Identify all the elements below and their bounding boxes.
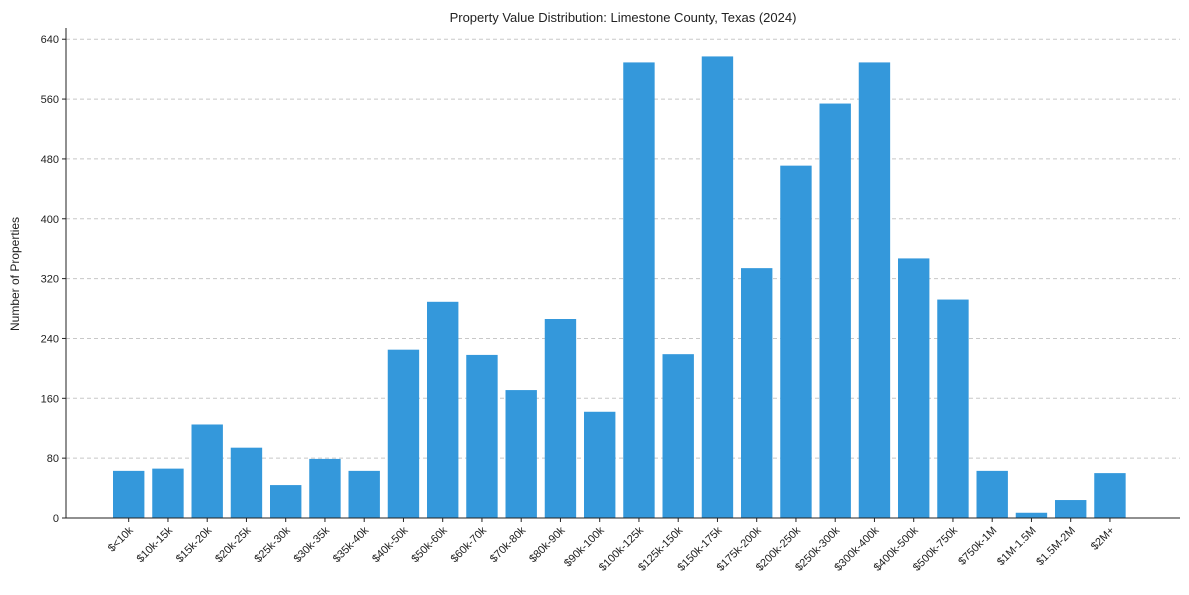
bar bbox=[701, 56, 734, 518]
x-tick-label: $50k-60k bbox=[409, 524, 450, 565]
y-tick-label: 320 bbox=[41, 274, 59, 286]
x-tick-label: $20k-25k bbox=[213, 524, 254, 565]
y-tick-label: 400 bbox=[41, 214, 59, 226]
bar bbox=[387, 349, 420, 518]
x-ticks: $<10k$10k-15k$15k-20k$20k-25k$25k-30k$30… bbox=[106, 518, 1117, 574]
bar bbox=[1015, 512, 1048, 518]
y-tick-label: 480 bbox=[41, 154, 59, 166]
x-tick-label: $15k-20k bbox=[174, 524, 215, 565]
y-ticks: 0 80 160 240 320 400 480 560 640 bbox=[41, 34, 66, 525]
x-tick-label: $80k-90k bbox=[527, 524, 568, 565]
bar bbox=[427, 301, 459, 518]
bar bbox=[584, 411, 616, 518]
x-tick-label: $10k-15k bbox=[135, 524, 176, 565]
x-tick-label: $1M-1.5M bbox=[995, 525, 1039, 569]
chart-title: Property Value Distribution: Limestone C… bbox=[450, 10, 797, 25]
x-tick-label: $70k-80k bbox=[488, 524, 529, 565]
bar bbox=[191, 424, 223, 518]
bar bbox=[623, 62, 655, 519]
bar bbox=[1055, 500, 1087, 518]
x-tick-label: $750k-1M bbox=[956, 525, 999, 568]
bar bbox=[937, 299, 969, 518]
bar bbox=[466, 354, 498, 518]
bar bbox=[152, 468, 184, 518]
bar bbox=[741, 268, 773, 518]
x-tick-label: $60k-70k bbox=[449, 524, 490, 565]
bar bbox=[819, 103, 851, 518]
bar bbox=[348, 470, 380, 518]
bar bbox=[230, 447, 263, 518]
bar bbox=[976, 470, 1008, 518]
bar bbox=[270, 485, 302, 518]
bars bbox=[113, 56, 1126, 519]
y-tick-label: 80 bbox=[47, 453, 59, 465]
x-tick-label: $25k-30k bbox=[252, 524, 293, 565]
x-tick-label: $30k-35k bbox=[292, 524, 333, 565]
axes bbox=[65, 28, 1180, 519]
bar bbox=[505, 390, 537, 518]
y-tick-label: 560 bbox=[41, 94, 59, 106]
y-tick-label: 0 bbox=[53, 513, 59, 525]
bar bbox=[309, 458, 341, 518]
y-tick-label: 640 bbox=[41, 34, 59, 46]
bar bbox=[898, 258, 930, 518]
gridlines bbox=[66, 38, 1180, 459]
bar bbox=[113, 470, 145, 518]
bar bbox=[858, 62, 891, 519]
x-tick-label: $1.5M-2M bbox=[1034, 525, 1078, 569]
bar bbox=[662, 354, 694, 518]
bar bbox=[544, 319, 577, 518]
y-axis-label: Number of Properties bbox=[8, 217, 22, 331]
x-tick-label: $2M+ bbox=[1089, 525, 1117, 553]
y-tick-label: 240 bbox=[41, 333, 59, 345]
y-tick-label: 160 bbox=[41, 393, 59, 405]
x-tick-label: $35k-40k bbox=[331, 524, 372, 565]
bar bbox=[1094, 473, 1126, 518]
bar bbox=[780, 165, 812, 518]
x-tick-label: $<10k bbox=[106, 524, 136, 554]
x-tick-label: $40k-50k bbox=[370, 524, 411, 565]
